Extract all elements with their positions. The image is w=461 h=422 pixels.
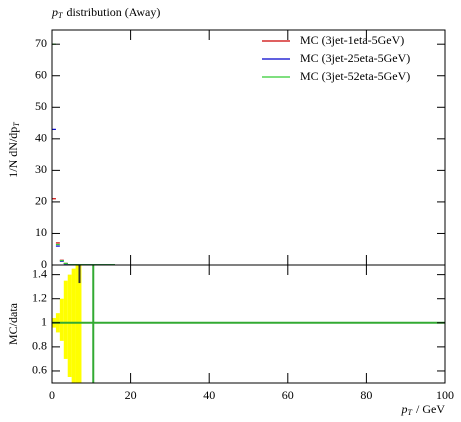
legend-label: MC (3jet-52eta-5GeV) — [300, 69, 410, 83]
y-tick-label: 70 — [35, 36, 47, 50]
y-tick-label: 10 — [35, 225, 47, 239]
y-tick-label: 0.8 — [32, 339, 47, 353]
plot-frame — [51, 29, 446, 266]
x-tick-label: 100 — [436, 388, 454, 402]
x-tick-label: 0 — [49, 388, 55, 402]
y-axis-label: 1/N dN/dpT — [6, 122, 21, 178]
y-tick-label: 1.2 — [32, 290, 47, 304]
y-tick-label: 1.4 — [32, 266, 47, 280]
y-tick-label: 0 — [41, 257, 47, 271]
uncertainty-band — [63, 280, 68, 359]
title-sub: T — [58, 11, 63, 20]
x-axis-label: pT / GeV — [401, 402, 446, 417]
uncertainty-band — [71, 268, 76, 383]
uncertainty-band — [67, 274, 72, 377]
legend-label: MC (3jet-25eta-5GeV) — [300, 51, 410, 65]
title-var: p — [51, 5, 58, 19]
x-tick-label: 40 — [203, 388, 215, 402]
chart-title: pT distribution (Away) — [51, 5, 160, 20]
x-tick-label: 80 — [360, 388, 372, 402]
uncertainty-band — [75, 265, 82, 383]
x-tick-label: 20 — [125, 388, 137, 402]
x-label-sub: T — [408, 408, 413, 417]
ratio-y-label: MC/data — [6, 302, 20, 345]
x-label-text: / GeV — [416, 402, 445, 416]
y-tick-label: 30 — [35, 162, 47, 176]
x-label-var: p — [401, 402, 408, 416]
y-tick-label: 0.6 — [32, 363, 47, 377]
y-label-sub: T — [12, 122, 21, 127]
title-text: distribution (Away) — [66, 5, 160, 19]
y-tick-label: 50 — [35, 99, 47, 113]
y-tick-label: 40 — [35, 131, 47, 145]
legend-label: MC (3jet-1eta-5GeV) — [300, 33, 404, 47]
y-tick-label: 20 — [35, 194, 47, 208]
x-tick-label: 60 — [282, 388, 294, 402]
uncertainty-band — [59, 298, 64, 341]
y-tick-label: 1 — [41, 315, 47, 329]
y-label-main: 1/N dN/dp — [6, 127, 20, 178]
plot-frame — [51, 264, 446, 384]
y-tick-label: 60 — [35, 67, 47, 81]
